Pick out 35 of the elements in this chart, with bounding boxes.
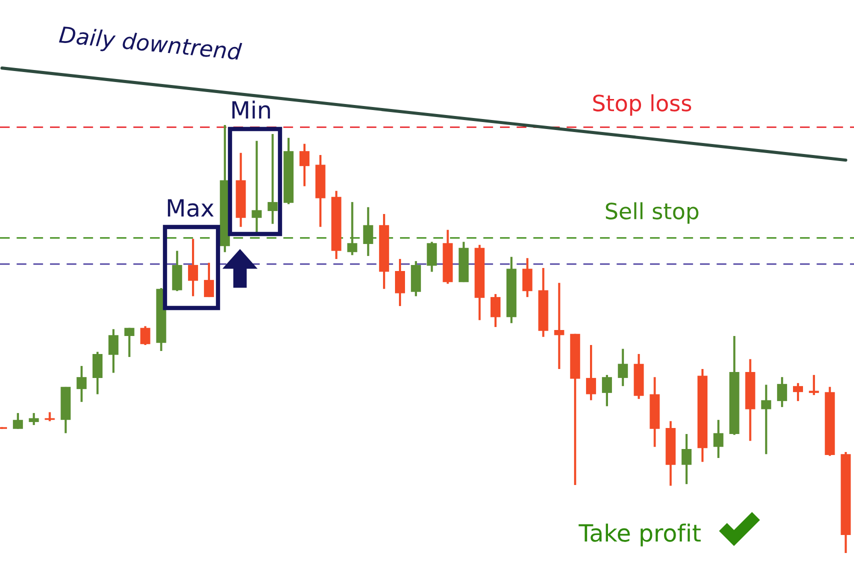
ref-line-label: Stop loss (593, 94, 692, 116)
candlestick (140, 325, 150, 346)
candlestick (490, 293, 501, 328)
candlestick (761, 384, 772, 456)
candlestick (713, 418, 724, 460)
candlestick (682, 432, 692, 486)
candlestick (92, 350, 103, 396)
candlestick (586, 344, 596, 402)
candlestick (522, 257, 532, 298)
candlestick (124, 326, 134, 358)
candlestick (395, 258, 405, 308)
candlestick (426, 240, 437, 273)
candlestick (347, 200, 358, 256)
candlestick (12, 412, 23, 430)
candlestick (554, 282, 564, 370)
candlestick (618, 348, 628, 388)
candlestick (793, 382, 803, 402)
candlestick (363, 206, 374, 258)
candlestick (777, 376, 788, 408)
ref-line-label: Sell stop (606, 202, 698, 224)
candlestick (268, 132, 278, 225)
candlestick (252, 140, 262, 234)
candlestick (76, 364, 87, 403)
candlestick (44, 411, 55, 422)
annotation: Take profit (578, 524, 701, 546)
candlestick (299, 142, 310, 188)
candlestick (188, 238, 198, 298)
candlestick (602, 374, 612, 408)
candlestick (108, 328, 118, 374)
text: Daily downtrend (58, 26, 242, 64)
candlestick (808, 374, 819, 396)
annotation: Max (168, 199, 214, 217)
text: Min (232, 100, 270, 119)
candlestick (28, 412, 39, 426)
candlestick (204, 262, 214, 298)
